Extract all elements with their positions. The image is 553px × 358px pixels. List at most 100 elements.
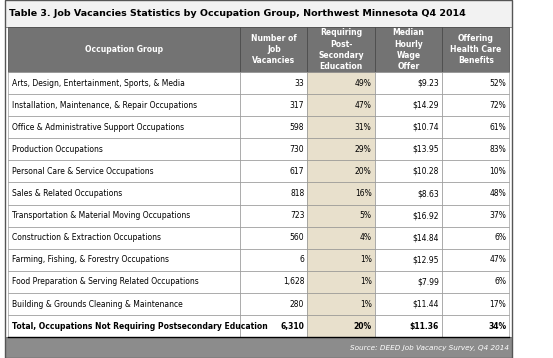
Text: 598: 598: [290, 123, 304, 132]
Bar: [442, 249, 509, 271]
Text: Median
Hourly
Wage
Offer: Median Hourly Wage Offer: [393, 28, 424, 71]
Bar: [307, 205, 375, 227]
Bar: [442, 315, 509, 337]
Bar: [8, 227, 240, 249]
Text: 61%: 61%: [489, 123, 506, 132]
Bar: [442, 271, 509, 293]
Text: Sales & Related Occupations: Sales & Related Occupations: [12, 189, 122, 198]
Text: Total, Occupations Not Requiring Postsecondary Education: Total, Occupations Not Requiring Postsec…: [12, 322, 268, 331]
Text: $14.29: $14.29: [413, 101, 439, 110]
Bar: [8, 183, 240, 205]
Text: 723: 723: [290, 211, 304, 220]
Text: 6: 6: [300, 255, 304, 264]
Bar: [442, 116, 509, 138]
Text: 1%: 1%: [360, 300, 372, 309]
Bar: [442, 27, 509, 72]
Bar: [240, 227, 307, 249]
Bar: [442, 227, 509, 249]
Bar: [307, 138, 375, 160]
Text: 730: 730: [290, 145, 304, 154]
Bar: [240, 293, 307, 315]
Text: $8.63: $8.63: [417, 189, 439, 198]
Text: 52%: 52%: [489, 78, 506, 87]
Text: 6,310: 6,310: [280, 322, 304, 331]
Bar: [307, 94, 375, 116]
Bar: [307, 116, 375, 138]
Bar: [8, 138, 240, 160]
Bar: [375, 160, 442, 183]
Text: 280: 280: [290, 300, 304, 309]
Text: Table 3. Job Vacancies Statistics by Occupation Group, Northwest Minnesota Q4 20: Table 3. Job Vacancies Statistics by Occ…: [9, 9, 466, 18]
Text: 1%: 1%: [360, 277, 372, 286]
Text: 48%: 48%: [489, 189, 506, 198]
Text: 47%: 47%: [355, 101, 372, 110]
Bar: [8, 116, 240, 138]
Text: $11.44: $11.44: [413, 300, 439, 309]
Bar: [375, 315, 442, 337]
Text: 317: 317: [290, 101, 304, 110]
Text: 6%: 6%: [494, 233, 506, 242]
Text: 49%: 49%: [355, 78, 372, 87]
Bar: [375, 27, 442, 72]
Bar: [307, 72, 375, 94]
Text: 33: 33: [295, 78, 304, 87]
Bar: [375, 138, 442, 160]
Bar: [240, 205, 307, 227]
Bar: [8, 293, 240, 315]
Text: Farming, Fishing, & Forestry Occupations: Farming, Fishing, & Forestry Occupations: [12, 255, 169, 264]
Text: Food Preparation & Serving Related Occupations: Food Preparation & Serving Related Occup…: [12, 277, 199, 286]
Bar: [5, 337, 512, 358]
Text: 83%: 83%: [489, 145, 506, 154]
Text: 47%: 47%: [489, 255, 506, 264]
Bar: [375, 116, 442, 138]
Text: Source: DEED Job Vacancy Survey, Q4 2014: Source: DEED Job Vacancy Survey, Q4 2014: [351, 345, 509, 350]
Bar: [442, 94, 509, 116]
Bar: [307, 293, 375, 315]
Text: Construction & Extraction Occupations: Construction & Extraction Occupations: [12, 233, 161, 242]
Bar: [375, 249, 442, 271]
Bar: [375, 94, 442, 116]
Text: $7.99: $7.99: [417, 277, 439, 286]
Text: $12.95: $12.95: [413, 255, 439, 264]
Bar: [8, 205, 240, 227]
Text: 4%: 4%: [359, 233, 372, 242]
Bar: [375, 183, 442, 205]
Bar: [240, 72, 307, 94]
Bar: [8, 160, 240, 183]
Text: $11.36: $11.36: [410, 322, 439, 331]
Text: Arts, Design, Entertainment, Sports, & Media: Arts, Design, Entertainment, Sports, & M…: [12, 78, 185, 87]
Bar: [307, 227, 375, 249]
Text: Offering
Health Care
Benefits: Offering Health Care Benefits: [450, 34, 502, 65]
Bar: [307, 183, 375, 205]
Text: $14.84: $14.84: [413, 233, 439, 242]
Bar: [240, 160, 307, 183]
Bar: [240, 271, 307, 293]
Text: Transportation & Material Moving Occupations: Transportation & Material Moving Occupat…: [12, 211, 190, 220]
Bar: [442, 205, 509, 227]
Text: 10%: 10%: [489, 167, 506, 176]
Bar: [375, 293, 442, 315]
Bar: [240, 315, 307, 337]
Text: 34%: 34%: [488, 322, 506, 331]
Text: 17%: 17%: [489, 300, 506, 309]
Bar: [8, 72, 240, 94]
Text: 29%: 29%: [355, 145, 372, 154]
Text: 560: 560: [290, 233, 304, 242]
Text: 37%: 37%: [489, 211, 506, 220]
Bar: [375, 72, 442, 94]
Text: $10.28: $10.28: [413, 167, 439, 176]
Text: 5%: 5%: [359, 211, 372, 220]
Bar: [442, 183, 509, 205]
Bar: [240, 183, 307, 205]
Text: Building & Grounds Cleaning & Maintenance: Building & Grounds Cleaning & Maintenanc…: [12, 300, 182, 309]
Text: $13.95: $13.95: [413, 145, 439, 154]
Text: 72%: 72%: [489, 101, 506, 110]
Text: Number of
Job
Vacancies: Number of Job Vacancies: [251, 34, 296, 65]
Bar: [8, 271, 240, 293]
Bar: [240, 94, 307, 116]
Bar: [8, 249, 240, 271]
Text: Installation, Maintenance, & Repair Occupations: Installation, Maintenance, & Repair Occu…: [12, 101, 197, 110]
Text: $10.74: $10.74: [413, 123, 439, 132]
Bar: [240, 138, 307, 160]
Text: Production Occupations: Production Occupations: [12, 145, 103, 154]
